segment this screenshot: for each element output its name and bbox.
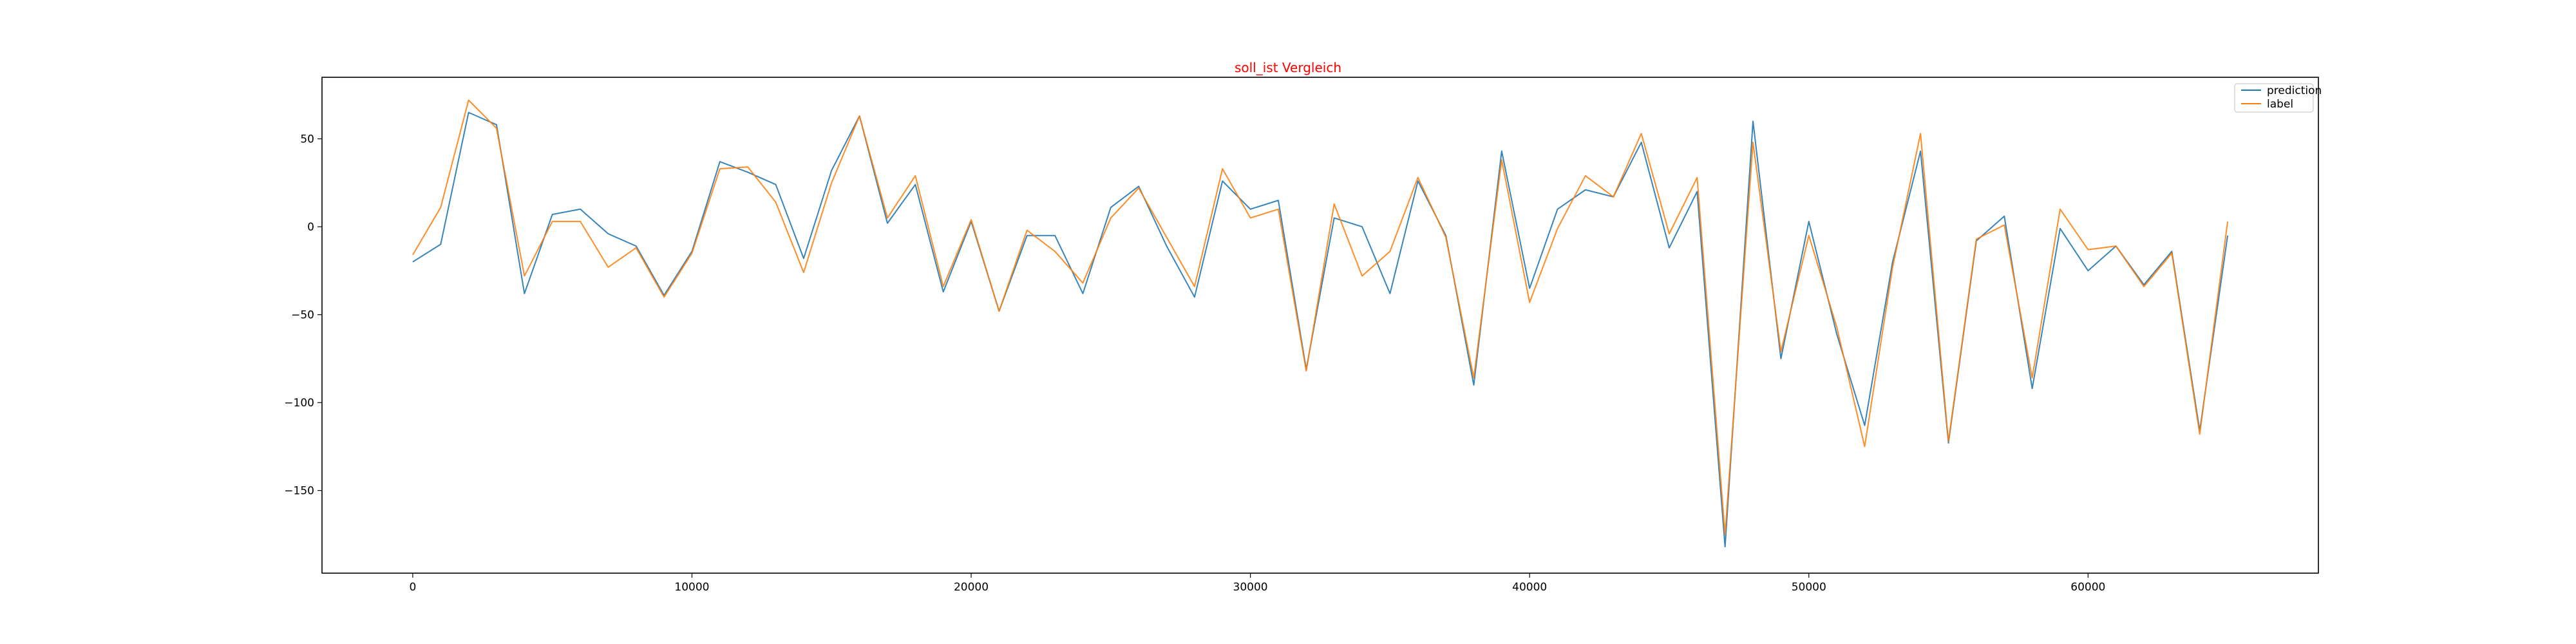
series-line-label (412, 99, 2229, 535)
x-tick-label: 40000 (1512, 581, 1547, 594)
legend-label-label: label (2267, 98, 2293, 111)
plot-area (322, 77, 2318, 573)
y-tick-label: 50 (300, 133, 314, 146)
x-tick-label: 50000 (1792, 581, 1826, 594)
chart-marks (412, 99, 2229, 548)
y-tick-label: −100 (284, 397, 314, 410)
x-tick-label: 20000 (954, 581, 989, 594)
y-tick-label: −150 (284, 485, 314, 498)
y-axis: 50 0 −50 −100 −150 (284, 133, 322, 498)
x-axis: 0 10000 20000 30000 40000 50000 60000 (409, 573, 2105, 594)
x-tick-label: 30000 (1233, 581, 1268, 594)
x-tick-label: 10000 (674, 581, 709, 594)
y-tick-label: −50 (291, 309, 314, 322)
plot-frame (321, 77, 2319, 574)
series-line-prediction (412, 111, 2229, 548)
x-tick-label: 60000 (2070, 581, 2105, 594)
y-tick-label: 0 (307, 221, 314, 234)
x-tick-label: 0 (409, 581, 416, 594)
legend: prediction label (2234, 83, 2322, 113)
chart-title: soll_ist Vergleich (1235, 60, 1341, 75)
legend-label-prediction: prediction (2267, 84, 2322, 97)
